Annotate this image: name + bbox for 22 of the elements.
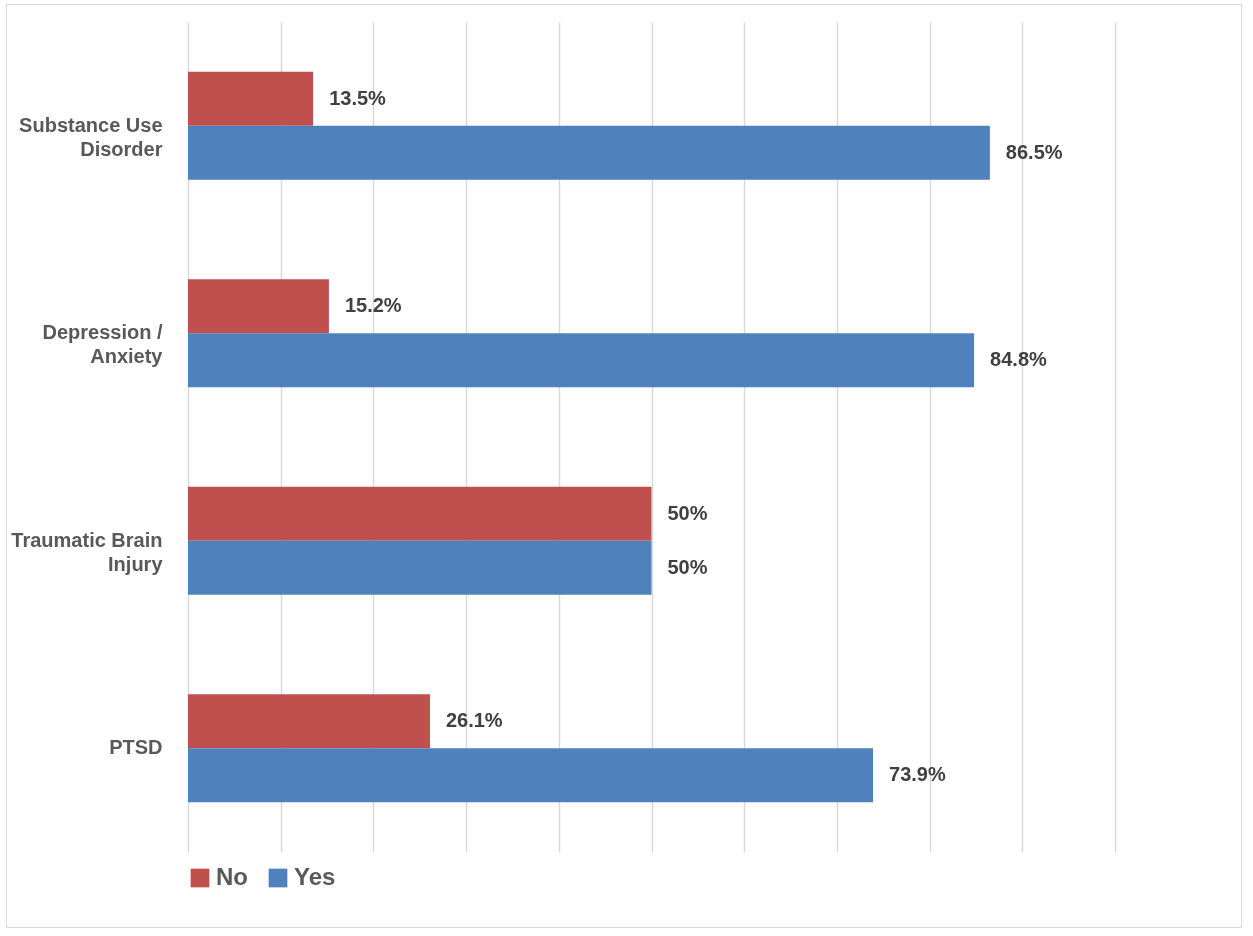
bar [188,486,652,541]
data-label: 15.2% [344,294,402,317]
data-label: 50% [667,555,708,578]
bar [188,279,329,334]
legend-label: No [216,863,248,890]
y-tick-label: Depression / Anxiety [42,321,164,368]
y-tick-label: PTSD [109,736,163,759]
data-label: 13.5% [329,86,387,109]
data-label: 50% [667,501,708,524]
data-label: 86.5% [1005,140,1063,163]
legend-label: Yes [294,863,336,890]
bar [188,694,430,749]
bar [188,71,314,126]
data-label: 84.8% [990,348,1048,371]
bar [188,125,990,180]
bar [188,540,652,595]
y-tick-label: Substance Use Disorder [19,113,163,160]
y-tick-label: Traumatic Brain Injury [11,528,164,575]
bar [188,748,874,803]
bar [188,333,975,388]
data-label: 26.1% [445,709,503,732]
data-label: 73.9% [889,763,946,786]
